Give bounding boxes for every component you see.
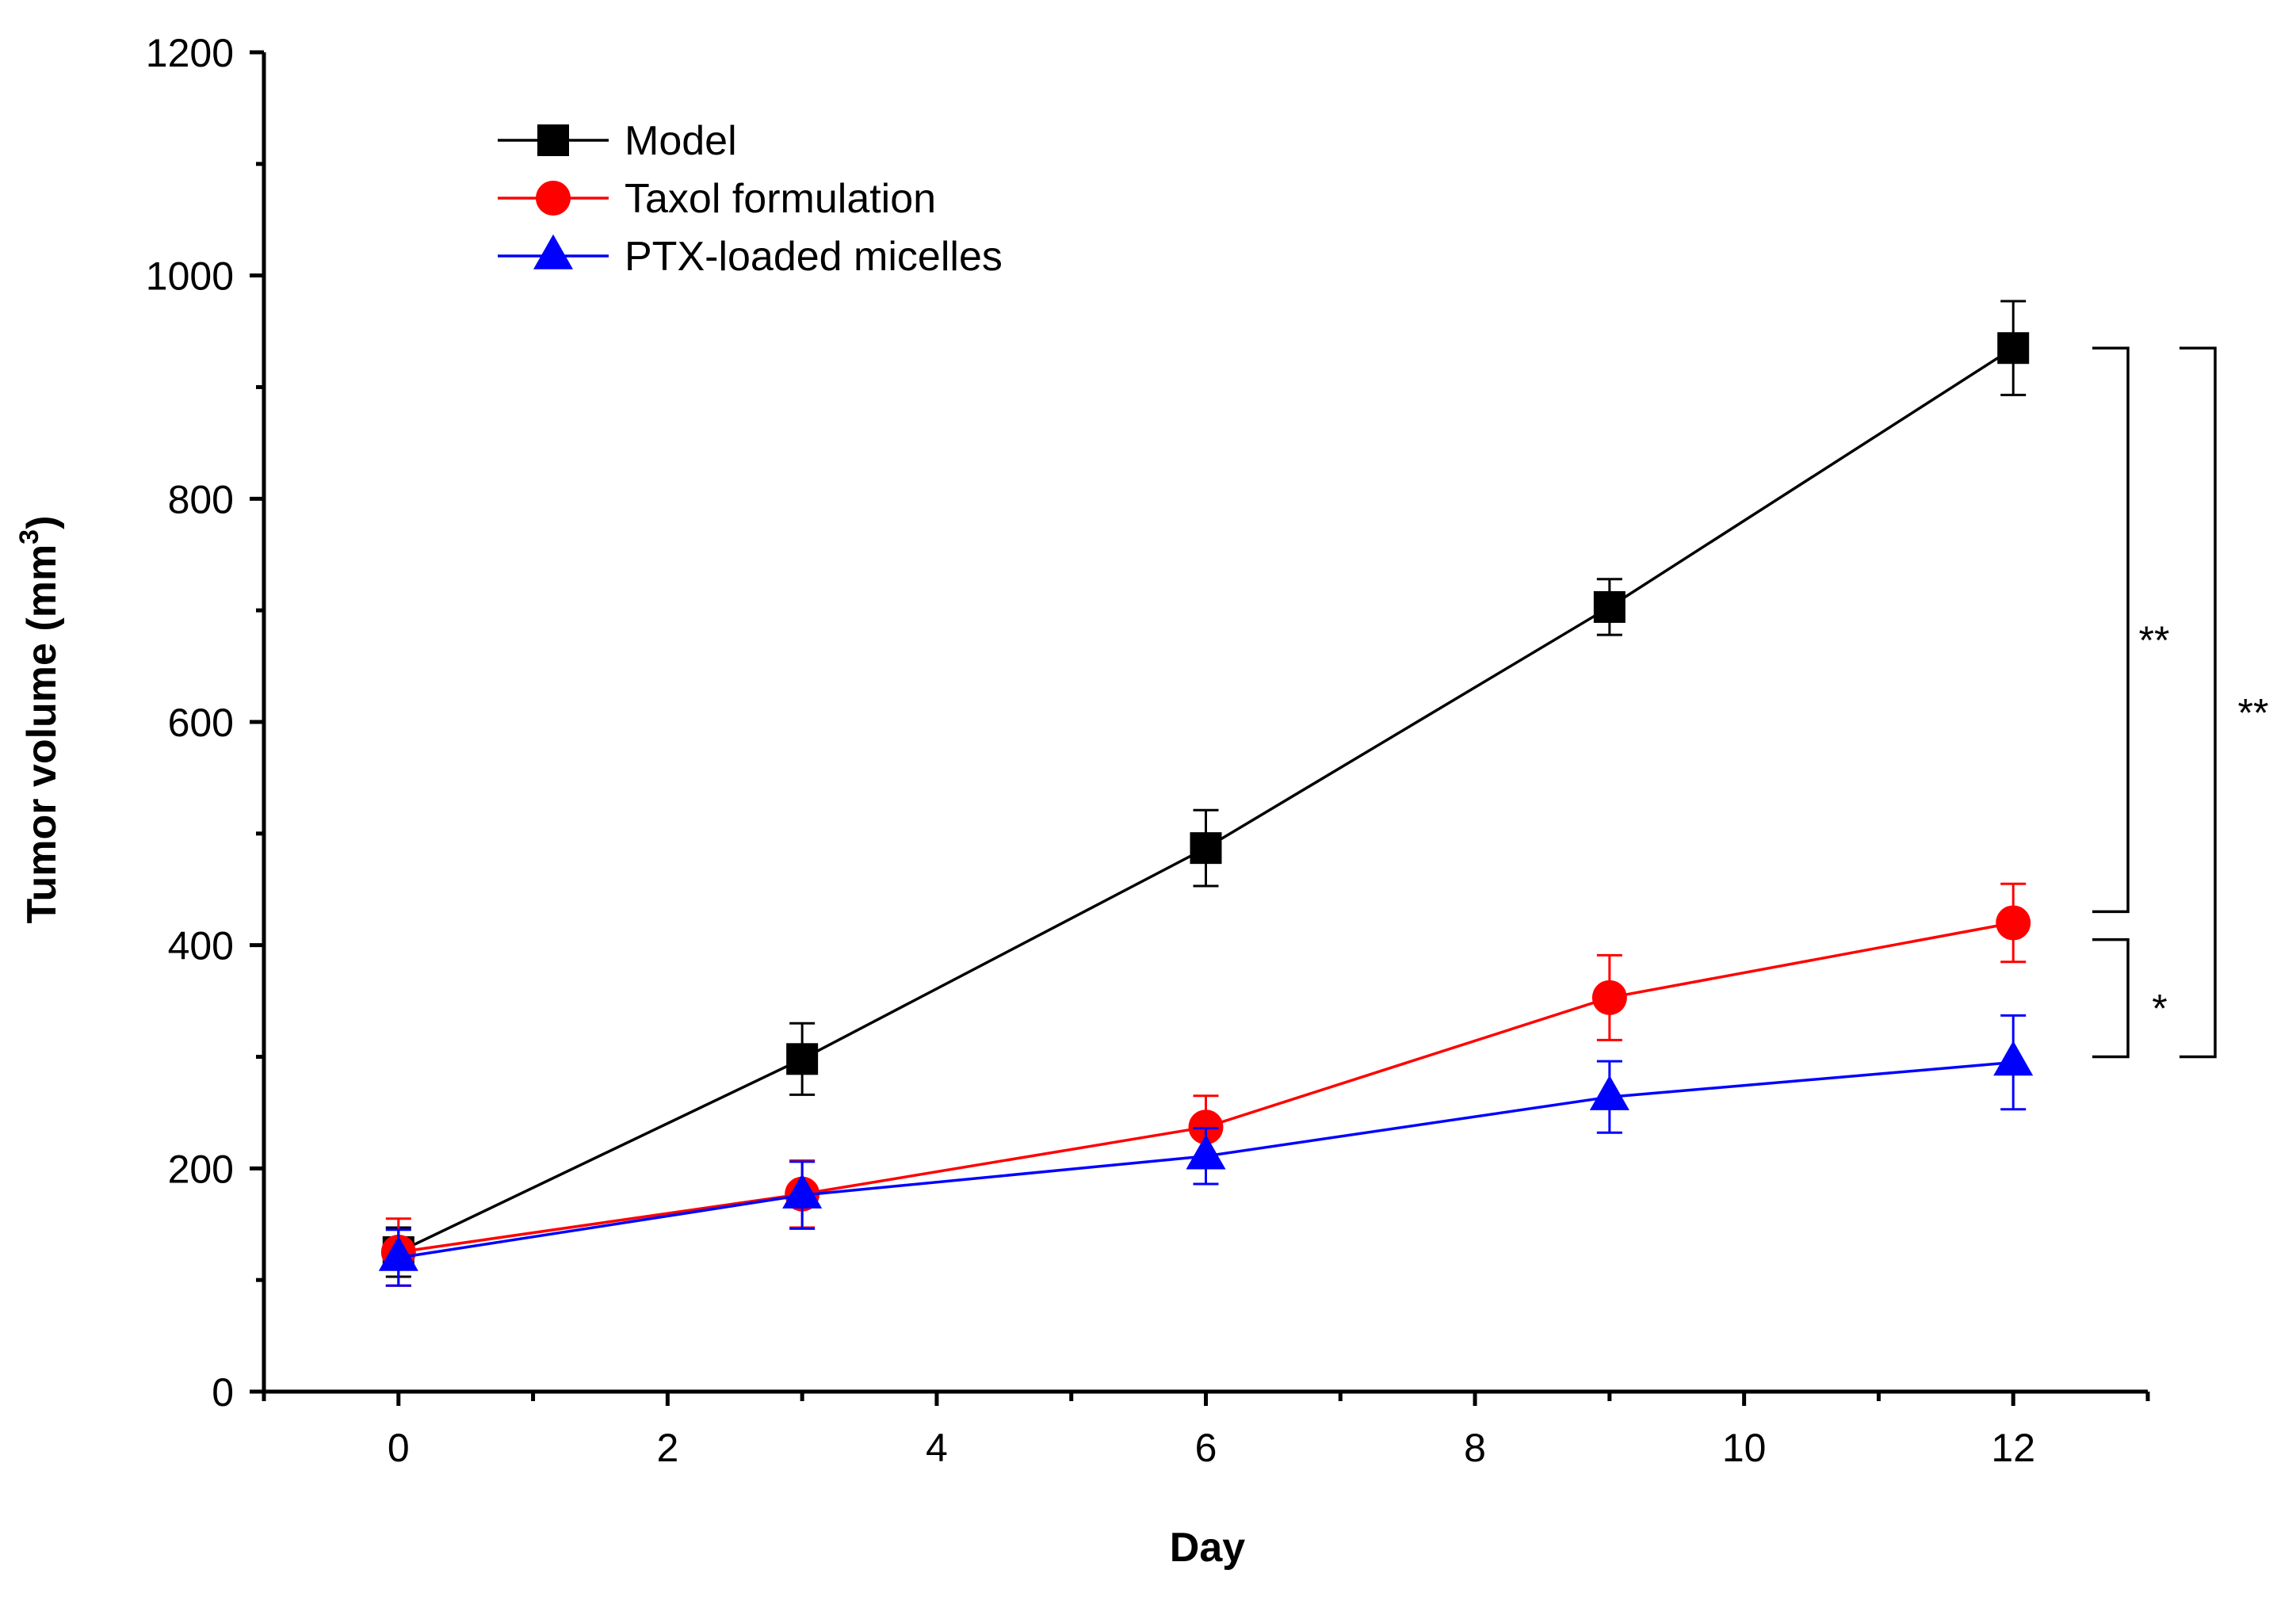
significance-label: ** [2139,618,2170,663]
data-point-marker [1993,1041,2034,1076]
series-taxol-formulation [380,882,2031,1287]
data-point-marker [786,1043,819,1075]
legend-label: Model [625,118,737,164]
y-tick-label: 600 [168,701,234,745]
data-point-marker [1593,590,1626,623]
significance-label: ** [2238,690,2269,735]
y-tick-label: 400 [168,924,234,968]
legend: Model Taxol formulation PTX-loaded micelle… [498,118,1003,280]
y-axis-title-superscript: 3 [14,529,44,544]
legend-marker [533,234,573,269]
legend-label: Taxol formulation [625,176,936,222]
series-line [398,921,2014,1254]
y-tick-label: 1200 [146,31,234,75]
x-tick-label: 6 [1195,1426,1217,1470]
bracket-line [2179,346,2217,1059]
data-point-marker [1997,332,2030,365]
significance-label: * [2152,987,2167,1031]
data-point-marker [378,1235,418,1271]
x-tick-label: 0 [388,1426,410,1470]
y-axis-title-main: Tumor volume (mm [19,544,65,924]
legend-entry: PTX-loaded micelles [498,234,1003,280]
legend-label: PTX-loaded micelles [625,234,1003,280]
data-point-marker [1186,1134,1226,1170]
legend-entry: Model [498,118,737,164]
x-tick-label: 2 [656,1426,678,1470]
data-series [378,300,2034,1287]
significance-bracket: * [2092,938,2168,1059]
significance-bracket: ** [2179,346,2269,1059]
x-tick-label: 8 [1464,1426,1486,1470]
legend-entry: Taxol formulation [498,176,936,222]
y-tick-label: 200 [168,1147,234,1191]
data-point-marker [1589,1075,1629,1110]
y-tick-label: 0 [212,1370,234,1415]
x-tick-label: 12 [1991,1426,2035,1470]
y-tick-label: 1000 [146,254,234,299]
x-tick-label: 4 [926,1426,948,1470]
legend-marker [536,181,571,216]
bracket-line [2092,346,2130,914]
x-tick-label: 10 [1722,1426,1767,1470]
y-axis-title-suffix: ) [19,516,65,529]
x-axis-title: Day [1170,1525,1245,1571]
axis-ticks: 0 200 400 600 800 1000 1200 0 2 4 6 8 10 12 [146,31,2150,1470]
significance-bracket: ** [2092,346,2170,914]
data-point-marker [782,1173,823,1209]
legend-marker [537,124,569,156]
data-point-marker [1591,980,1627,1015]
data-point-marker [1190,832,1222,865]
y-axis-title: Tumor volume (mm3) [14,516,65,924]
series-ptx-loaded-micelles [378,1014,2034,1287]
data-point-marker [1996,905,2031,941]
y-tick-label: 800 [168,477,234,521]
bracket-line [2092,938,2130,1059]
significance-annotations: ***** [2092,346,2269,1059]
